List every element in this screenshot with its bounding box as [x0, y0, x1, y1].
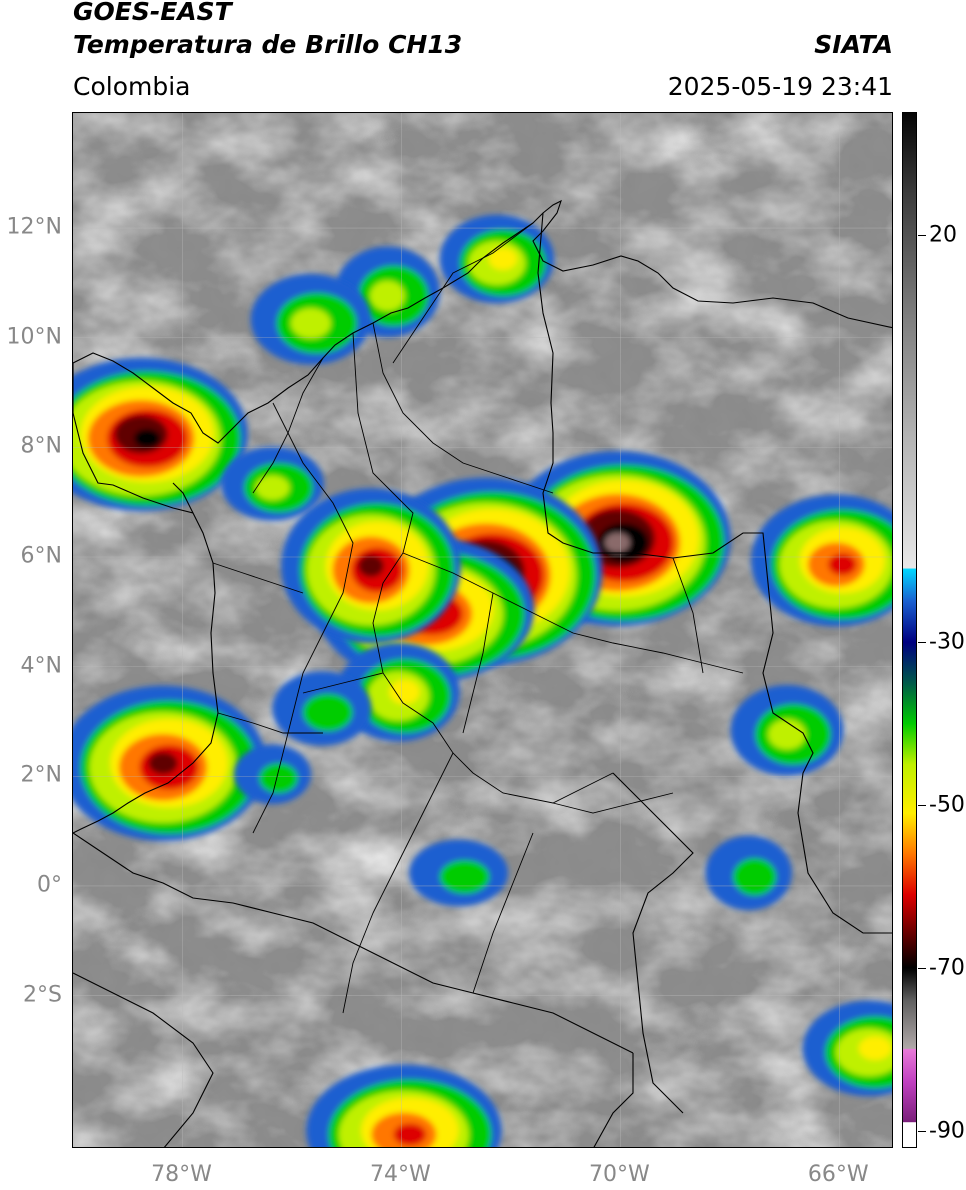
colorbar-tick-label: -90 — [929, 1118, 965, 1144]
storm-cell — [409, 839, 509, 907]
border-colombia-venezuela — [537, 212, 892, 934]
border-ecuador-peru — [73, 972, 214, 1147]
region-label: Colombia — [73, 72, 191, 101]
coastline-caribbean — [73, 199, 892, 444]
storm-cell-ring — [828, 553, 857, 576]
colorbar-tick — [918, 967, 926, 969]
latitude-tick-label: 4°N — [20, 653, 62, 679]
storm-cell-ring — [488, 247, 518, 271]
longitude-tick-label: 74°W — [370, 1162, 431, 1187]
latitude-tick-label: 12°N — [6, 214, 62, 240]
storm-cell — [234, 744, 312, 805]
storm-cell-ring — [358, 554, 384, 578]
storm-cell-ring — [255, 475, 290, 501]
storm-cell — [73, 357, 248, 512]
border-colombia-peru-ecuador — [73, 832, 634, 1054]
storm-cell-ring — [768, 719, 806, 750]
storm-cell — [730, 685, 844, 776]
latitude-tick-label: 10°N — [6, 324, 62, 350]
storm-cell — [802, 1000, 892, 1097]
storm-cell-ring — [290, 308, 331, 339]
political-borders — [73, 199, 892, 1147]
storm-cell-ring — [858, 1036, 892, 1061]
colorbar-tick — [918, 805, 926, 807]
colorbar-tick — [918, 1130, 926, 1132]
storm-cell — [306, 1064, 502, 1147]
agency-label: SIATA — [814, 30, 893, 59]
dept-boundaries — [212, 222, 744, 1014]
latitude-tick-label: 8°N — [20, 433, 62, 459]
colorbar-tick — [918, 642, 926, 644]
storm-cell-ring — [259, 763, 298, 794]
border-colombia-brazil — [612, 772, 694, 1114]
storm-cell-ring — [369, 280, 405, 312]
longitude-tick-label: 66°W — [807, 1162, 869, 1187]
storm-cell-ring — [439, 860, 490, 894]
latitude-tick-label: 0° — [37, 872, 62, 898]
storm-cell-ring — [393, 1123, 427, 1146]
map-canvas — [73, 113, 892, 1147]
storm-cell-ring — [389, 679, 420, 705]
border-peru-brazil — [593, 1053, 634, 1147]
latitude-tick-label: 2°S — [23, 982, 62, 1008]
satellite-title: GOES-EAST — [73, 0, 232, 26]
storm-cell — [221, 446, 324, 521]
timestamp-label: 2025-05-19 23:41 — [667, 72, 893, 101]
latitude-tick-label: 2°N — [20, 762, 62, 788]
storm-cell — [751, 494, 892, 627]
colorbar-tick-label: -30 — [929, 629, 965, 655]
storm-cell — [439, 214, 555, 304]
satellite-map[interactable] — [72, 112, 893, 1148]
colorbar-gradient — [903, 113, 916, 1147]
border-panama — [172, 482, 194, 514]
storm-cell-ring — [303, 693, 353, 732]
longitude-tick-label: 70°W — [588, 1162, 650, 1187]
storm-cell — [250, 273, 371, 365]
colorbar-tick-label: 20 — [929, 222, 957, 248]
storm-cell — [272, 671, 372, 746]
storm-cell-ring — [148, 752, 178, 775]
colorbar-tick-label: -50 — [929, 792, 965, 818]
storm-cell — [281, 488, 461, 644]
storm-cell — [705, 835, 792, 911]
storm-cells-layer — [73, 214, 892, 1147]
colorbar — [902, 112, 917, 1148]
colorbar-tick-label: -70 — [929, 955, 965, 981]
longitude-tick-label: 78°W — [151, 1162, 212, 1187]
product-title: Temperatura de Brillo CH13 — [73, 30, 463, 59]
storm-cell-ring — [133, 428, 161, 448]
storm-cell-ring — [604, 532, 630, 553]
latitude-tick-label: 6°N — [20, 543, 62, 569]
storm-cell-ring — [733, 858, 777, 896]
coastline-pacific — [73, 363, 219, 834]
colorbar-tick — [918, 235, 926, 237]
